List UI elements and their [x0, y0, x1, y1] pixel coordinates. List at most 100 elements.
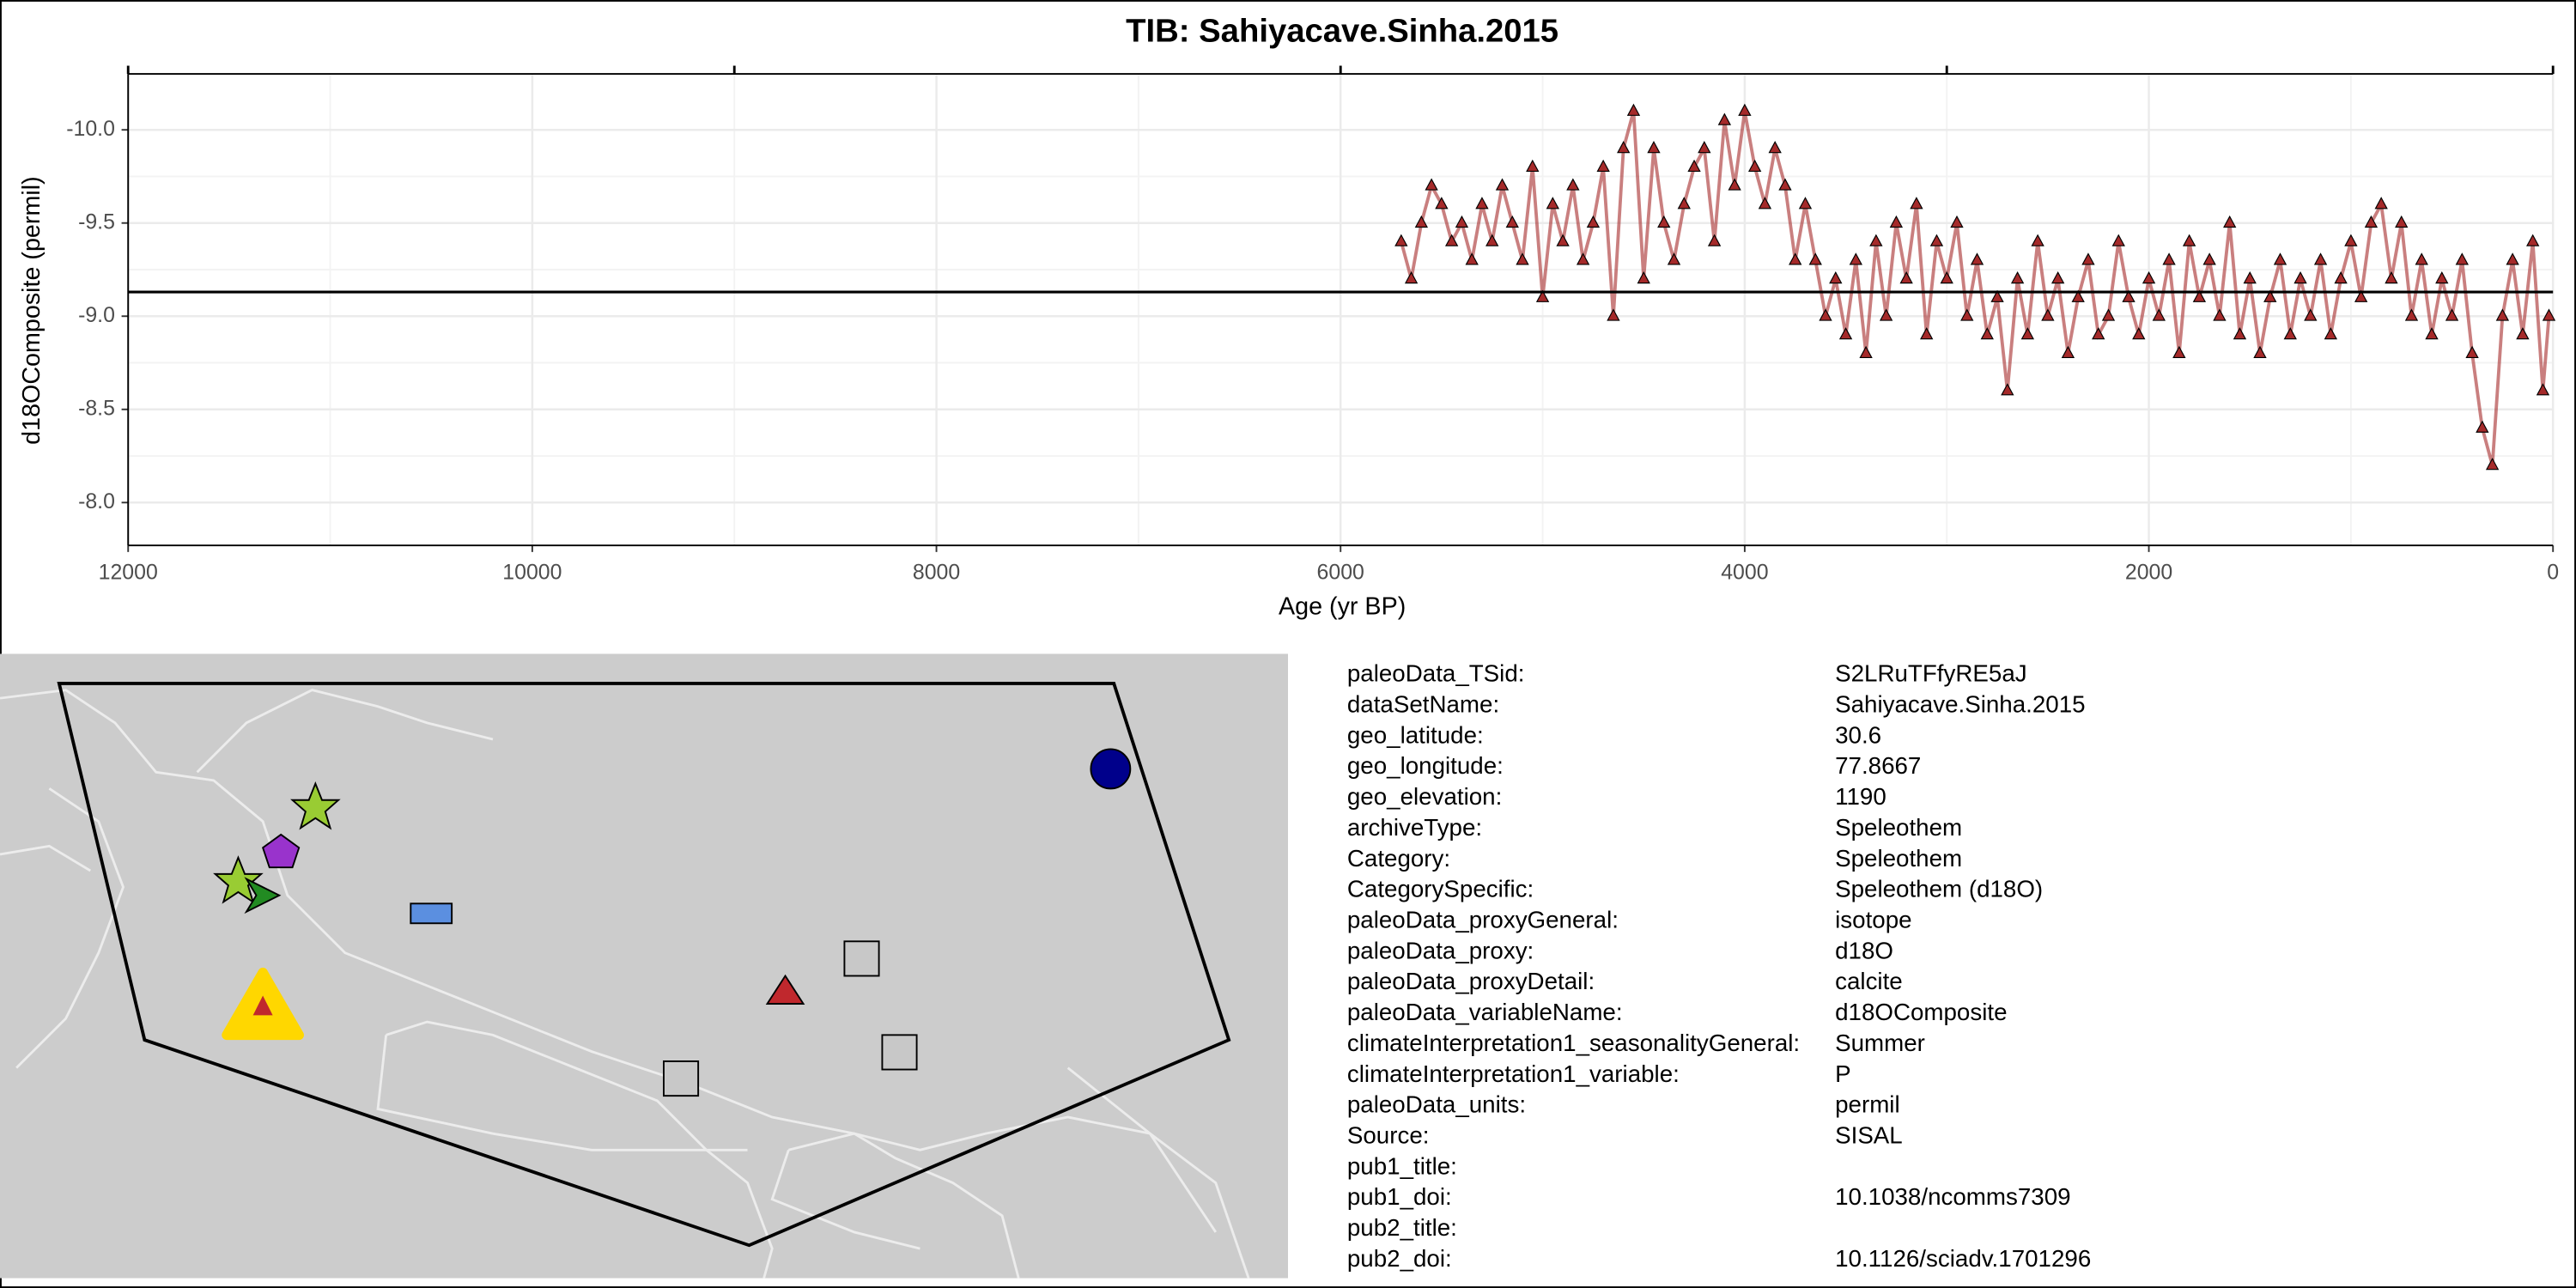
- data-point: [1425, 178, 1438, 191]
- plot: 12000 10000 8000 6000 4000 2000 0 -10.0 -9.5 -9.0…: [66, 65, 2559, 584]
- data-point: [1667, 252, 1681, 265]
- borders: [0, 689, 1250, 1279]
- site-marker: [252, 995, 273, 1016]
- data-point: [2476, 420, 2489, 433]
- meta-key: archiveType:: [1347, 814, 1482, 841]
- data-point: [2334, 270, 2348, 284]
- data-point: [2263, 289, 2277, 302]
- meta-key: paleoData_proxy:: [1347, 937, 1534, 963]
- data-point: [2273, 252, 2287, 265]
- data-point: [1414, 215, 1429, 228]
- data-point: [2233, 327, 2247, 340]
- data-point: [1747, 159, 1762, 172]
- data-point: [2415, 252, 2428, 265]
- data-point: [2020, 327, 2035, 340]
- data-point: [1687, 159, 1701, 172]
- data-point: [2182, 234, 2196, 246]
- data-point: [2132, 327, 2146, 340]
- data-point: [2172, 345, 2186, 359]
- meta-key: geo_longitude:: [1347, 752, 1504, 779]
- map-background: [0, 653, 1288, 1279]
- data-point: [2324, 327, 2338, 340]
- data-point: [1444, 234, 1459, 246]
- data-point: [2404, 308, 2419, 321]
- data-point: [1960, 308, 1974, 321]
- meta-key: pub1_doi:: [1347, 1183, 1452, 1210]
- site-marker: [244, 877, 282, 914]
- data-point: [1819, 308, 1832, 321]
- site-marker: [290, 781, 341, 830]
- data-point: [1707, 234, 1722, 246]
- meta-value: 10.1038/ncomms7309: [1835, 1183, 2070, 1210]
- data-point: [1535, 289, 1550, 302]
- data-point: [1808, 252, 1822, 265]
- meta-key: paleoData_proxyGeneral:: [1347, 907, 1619, 933]
- data-point: [1617, 141, 1631, 154]
- y-tick-label: -10.0: [66, 117, 115, 141]
- data-point: [1394, 234, 1408, 246]
- meta-value: S2LRuTFfyRE5aJ: [1835, 660, 2027, 687]
- meta-key: geo_latitude:: [1347, 721, 1484, 748]
- site-marker: [765, 974, 805, 1005]
- meta-value: Speleothem (d18O): [1835, 876, 2043, 902]
- meta-key: geo_elevation:: [1347, 783, 1502, 810]
- meta-key: pub2_title:: [1347, 1214, 1457, 1241]
- data-point: [2223, 215, 2237, 228]
- data-point: [2142, 270, 2156, 284]
- data-point: [1596, 159, 1610, 172]
- data-point: [1899, 270, 1913, 284]
- data-point: [1768, 141, 1782, 154]
- data-point: [2542, 308, 2556, 321]
- x-tick-label: 12000: [99, 560, 158, 584]
- data-point: [2081, 252, 2095, 265]
- data-point: [2152, 308, 2166, 321]
- data-point: [1495, 178, 1510, 191]
- data-point: [1829, 270, 1843, 284]
- data-point: [2192, 289, 2207, 302]
- data-point: [1869, 234, 1883, 246]
- data-point: [1626, 103, 1641, 116]
- meta-key: Category:: [1347, 845, 1450, 872]
- meta-value: calcite: [1835, 968, 1903, 994]
- meta-key: climateInterpretation1_seasonalityGenera…: [1347, 1030, 1800, 1056]
- meta-value: permil: [1835, 1091, 1900, 1118]
- data-point: [2010, 270, 2025, 284]
- data-point: [1778, 178, 1792, 191]
- data-point: [1657, 215, 1671, 228]
- x-tick-label: 0: [2547, 560, 2559, 584]
- data-point: [1940, 270, 1953, 284]
- meta-value: SISAL: [1835, 1121, 1903, 1148]
- data-point: [1879, 308, 1893, 321]
- data-point: [2283, 327, 2297, 340]
- data-point: [1475, 197, 1489, 210]
- data-point: [2374, 197, 2388, 210]
- x-tick-label: 2000: [2125, 560, 2172, 584]
- meta-value: P: [1835, 1060, 1850, 1087]
- data-point: [1717, 112, 1732, 125]
- data-point: [1950, 215, 1964, 228]
- meta-value: 1190: [1835, 783, 1886, 810]
- data-point: [1758, 197, 1772, 210]
- meta-key: pub2_doi:: [1347, 1245, 1452, 1272]
- y-tick-label: -8.5: [78, 396, 115, 420]
- data-point: [1465, 252, 1479, 265]
- data-point: [1910, 197, 1923, 210]
- data-point: [2313, 252, 2328, 265]
- site-marker: [213, 855, 264, 904]
- meta-key: paleoData_variableName:: [1347, 999, 1623, 1025]
- meta-value: 77.8667: [1835, 752, 1921, 779]
- data-point: [1607, 308, 1620, 321]
- meta-key: Source:: [1347, 1121, 1430, 1148]
- meta-value: 10.1126/sciadv.1701296: [1835, 1245, 2091, 1272]
- site-marker: [410, 902, 453, 925]
- meta-value: Speleothem: [1835, 845, 1962, 872]
- data-point: [2536, 383, 2550, 396]
- y-tick-label: -9.0: [78, 303, 115, 327]
- data-point: [2465, 345, 2479, 359]
- site-marker: [261, 833, 301, 869]
- site-marker: [1090, 748, 1132, 790]
- x-tick-label: 4000: [1721, 560, 1768, 584]
- meta-value: 30.6: [1835, 721, 1881, 748]
